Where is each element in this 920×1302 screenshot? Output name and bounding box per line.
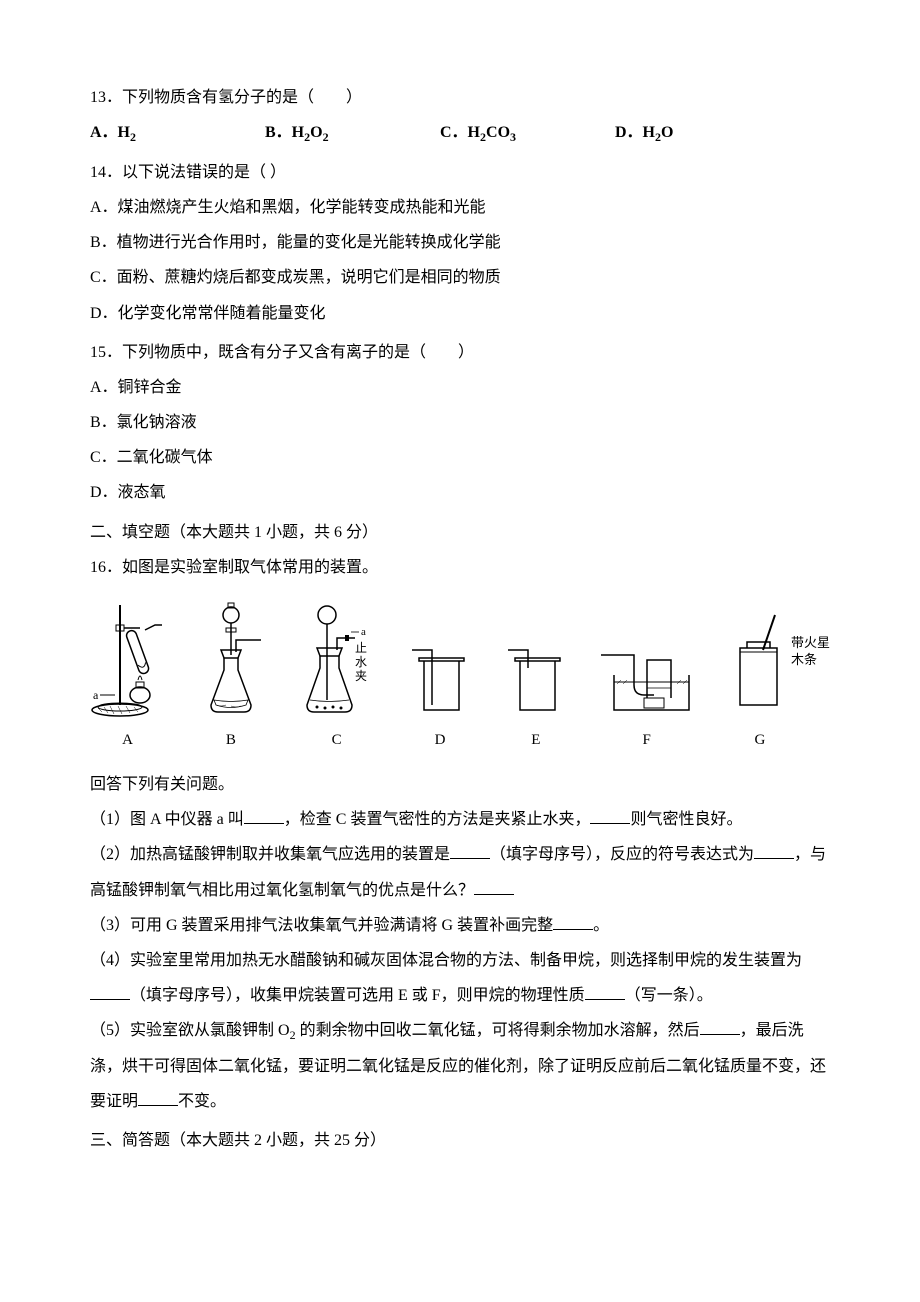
q15-optD: D．液态氧 — [90, 475, 830, 510]
q13-text: 13．下列物质含有氢分子的是（ ） — [90, 80, 830, 115]
q14-optA: A．煤油燃烧产生火焰和黑烟，化学能转变成热能和光能 — [90, 190, 830, 225]
apparatus-diagrams: a A — [90, 590, 830, 762]
q13-optD: D．H2O — [615, 115, 790, 151]
q14-optD: D．化学变化常常伴随着能量变化 — [90, 296, 830, 331]
q16-p3: （3）可用 G 装置采用排气法收集氧气并验满请将 G 装置补画完整。 — [90, 908, 830, 943]
svg-text:水: 水 — [355, 655, 367, 669]
blank[interactable] — [590, 808, 630, 824]
q14-text: 14．以下说法错误的是（ ） — [90, 155, 830, 190]
q14-optB: B．植物进行光合作用时，能量的变化是光能转换成化学能 — [90, 225, 830, 260]
blank[interactable] — [700, 1019, 740, 1035]
q13-optC: C．H2CO3 — [440, 115, 615, 151]
blank[interactable] — [553, 914, 593, 930]
svg-text:a: a — [361, 626, 366, 638]
g-side-label: 带火星木条 — [791, 635, 830, 669]
q16-p1: （1）图 A 中仪器 a 叫，检查 C 装置气密性的方法是夹紧止水夹，则气密性良… — [90, 802, 830, 837]
blank[interactable] — [138, 1090, 178, 1106]
q16-p4: （4）实验室里常用加热无水醋酸钠和碱灰固体混合物的方法、制备甲烷，则选择制甲烷的… — [90, 943, 830, 1013]
blank[interactable] — [754, 843, 794, 859]
q15-optB: B．氯化钠溶液 — [90, 405, 830, 440]
q15-optC: C．二氧化碳气体 — [90, 440, 830, 475]
section3-header: 三、简答题（本大题共 2 小题，共 25 分） — [90, 1123, 830, 1158]
apparatus-B: B — [196, 600, 266, 757]
blank[interactable] — [90, 984, 130, 1000]
blank[interactable] — [474, 879, 514, 895]
blank[interactable] — [585, 984, 625, 1000]
apparatus-F: F — [599, 620, 694, 757]
blank[interactable] — [244, 808, 284, 824]
apparatus-D: D — [407, 620, 472, 757]
blank[interactable] — [450, 843, 490, 859]
section2-header: 二、填空题（本大题共 1 小题，共 6 分） — [90, 515, 830, 550]
svg-text:a: a — [93, 688, 99, 702]
apparatus-C: a 止 水 夹 C — [297, 600, 377, 757]
q15-optA: A．铜锌合金 — [90, 370, 830, 405]
q16-p5: （5）实验室欲从氯酸钾制 O2 的剩余物中回收二氧化锰，可将得剩余物加水溶解，然… — [90, 1013, 830, 1119]
q16-intro: 16．如图是实验室制取气体常用的装置。 — [90, 550, 830, 585]
q13-optB: B．H2O2 — [265, 115, 440, 151]
q16-followup: 回答下列有关问题。 — [90, 767, 830, 802]
q13-options: A．H2 B．H2O2 C．H2CO3 D．H2O — [90, 115, 830, 151]
q14-optC: C．面粉、蔗糖灼烧后都变成炭黑，说明它们是相同的物质 — [90, 260, 830, 295]
apparatus-E: E — [503, 620, 568, 757]
svg-text:夹: 夹 — [355, 669, 367, 683]
svg-text:止: 止 — [355, 641, 367, 655]
apparatus-G: 带火星木条 G — [725, 610, 795, 757]
apparatus-A: a A — [90, 600, 165, 757]
q16-p2: （2）加热高锰酸钾制取并收集氧气应选用的装置是（填字母序号），反应的符号表达式为… — [90, 837, 830, 907]
q15-text: 15．下列物质中，既含有分子又含有离子的是（ ） — [90, 335, 830, 370]
q13-optA: A．H2 — [90, 115, 265, 151]
